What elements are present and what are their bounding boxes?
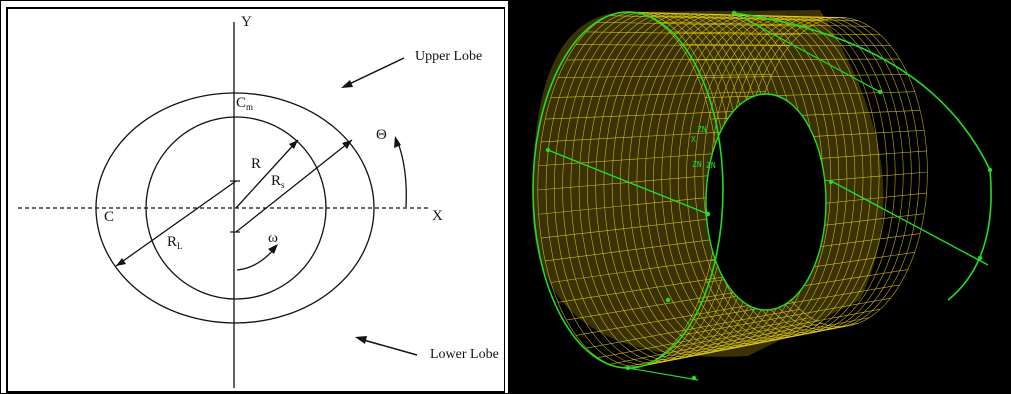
rs-main: R <box>271 173 282 189</box>
mesh-cylinder-svg <box>532 10 993 381</box>
mesh-node-marker <box>877 89 883 95</box>
node-label-4: ZN <box>706 161 716 170</box>
cm-label: Cm <box>236 96 253 112</box>
mesh-circumferential-ring <box>677 15 856 342</box>
y-axis-label: Y <box>241 14 252 30</box>
upper-lobe-pointer-head <box>341 80 353 88</box>
mesh-body <box>532 10 928 369</box>
cm-sub: m <box>246 102 254 112</box>
rl-label: RL <box>167 235 183 251</box>
r-label: R <box>251 156 262 172</box>
mesh-node-marker <box>977 255 983 261</box>
lower-lobe-pointer-head <box>355 336 367 344</box>
back-edge <box>733 12 992 301</box>
mesh-nodes <box>545 10 993 381</box>
bearing-outer-profile <box>95 92 375 324</box>
omega-arrowhead <box>268 244 278 254</box>
rl-main: R <box>167 234 178 250</box>
mesh-node-marker <box>691 375 697 381</box>
bottom-seam-line <box>627 367 699 381</box>
node-label-2: X <box>691 135 696 144</box>
r-radius-arrow <box>235 139 299 209</box>
omega-label: ω <box>268 230 278 246</box>
lower-lobe-label: Lower Lobe <box>430 347 499 362</box>
mesh-node-marker <box>705 211 711 217</box>
left-frame <box>6 7 505 393</box>
rl-sub: L <box>177 241 183 251</box>
mesh-node-marker <box>545 147 551 153</box>
bearing-geometry-diagram: Y X Upper Lobe Lower Lobe Cm C R Rs RL Θ… <box>0 0 505 394</box>
mesh-circumferential-ring <box>702 15 880 337</box>
mesh-circumferential-ring <box>694 15 872 339</box>
cm-main: C <box>236 95 247 111</box>
theta-label: Θ <box>376 127 387 143</box>
seam-line-left <box>547 149 709 215</box>
top-seam-line <box>733 12 881 93</box>
omega-arc <box>236 247 276 271</box>
mesh-node-marker <box>987 167 993 173</box>
node-label-1: ZN <box>697 125 707 134</box>
bore-opening <box>705 93 827 311</box>
r-arrowhead <box>289 140 298 149</box>
rs-radius-arrow <box>235 139 353 233</box>
rl-radius-arrow <box>115 180 237 267</box>
bearing-geometry-svg <box>6 7 505 393</box>
journal-circle <box>145 116 327 300</box>
upper-lobe-pointer <box>344 57 405 87</box>
seam-line-right <box>832 181 989 266</box>
theta-arrowhead <box>394 136 401 148</box>
rl-arrowhead <box>116 258 126 266</box>
mesh-circumferential-ring <box>669 15 848 343</box>
x-axis-label: X <box>432 208 443 224</box>
rs-sub: s <box>281 180 285 190</box>
mesh-circumferential-ring <box>686 15 864 340</box>
lower-lobe-pointer <box>359 338 418 356</box>
mesh-node-marker <box>828 179 834 185</box>
rs-arrowhead <box>342 140 352 149</box>
rs-label: Rs <box>271 174 285 190</box>
c-label: C <box>104 209 115 225</box>
theta-arc <box>396 139 407 208</box>
upper-lobe-label: Upper Lobe <box>415 49 483 64</box>
mesh-node-marker <box>731 10 737 16</box>
mesh-node-marker <box>665 297 671 303</box>
mesh-node-marker <box>625 365 631 371</box>
node-label-3: ZN <box>692 160 702 169</box>
bearing-mesh-render: ZN X ZN ZN <box>508 0 1011 394</box>
